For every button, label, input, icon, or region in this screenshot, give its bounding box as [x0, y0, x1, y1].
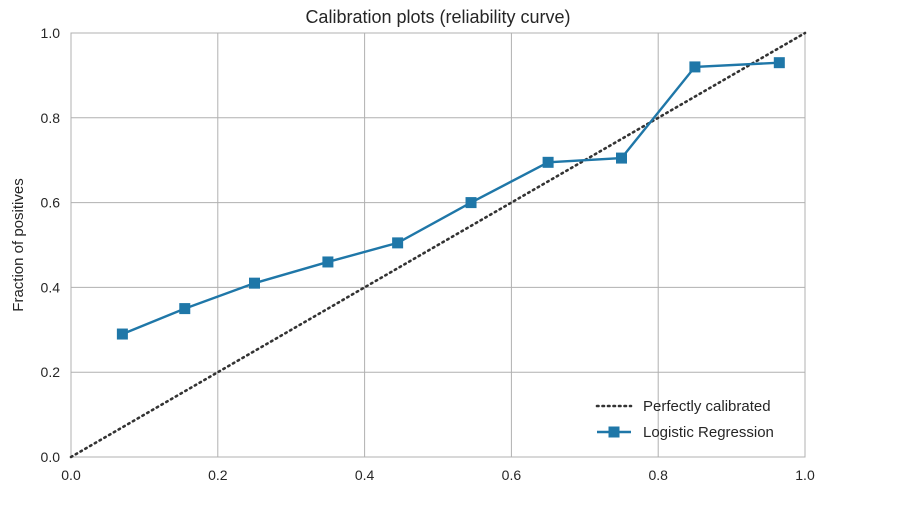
x-tick-label: 0.4 [355, 467, 375, 483]
x-tick-label: 0.0 [61, 467, 81, 483]
legend: Perfectly calibrated Logistic Regression [595, 398, 774, 441]
x-tick-label: 1.0 [795, 467, 815, 483]
x-tick-label: 0.8 [648, 467, 668, 483]
logistic-regression-point [392, 237, 404, 249]
legend-label-logistic-regression: Logistic Regression [643, 424, 774, 441]
logistic-regression-point [616, 152, 627, 164]
logistic-regression-point [116, 328, 128, 340]
y-tick-label: 0.6 [41, 195, 61, 211]
legend-label-perfectly-calibrated: Perfectly calibrated [643, 398, 771, 415]
logistic-regression-point [249, 277, 260, 289]
y-tick-label: 0.0 [41, 449, 61, 465]
series-layer [69, 31, 807, 459]
logistic-regression-point [542, 156, 554, 168]
logistic-regression-point [322, 256, 334, 268]
logistic-regression-point [179, 303, 191, 315]
y-axis-ticks: 0.0 0.2 0.4 0.6 0.8 1.0 [41, 25, 61, 465]
perfectly-calibrated-line [69, 31, 807, 459]
y-tick-label: 1.0 [41, 25, 61, 41]
y-tick-label: 0.2 [41, 364, 61, 380]
x-tick-label: 0.6 [502, 467, 522, 483]
y-tick-label: 0.8 [41, 110, 61, 126]
logistic-regression-point [773, 57, 785, 69]
y-tick-label: 0.4 [41, 279, 61, 295]
grid-lines [71, 33, 805, 457]
legend-marker-logistic-regression [608, 426, 620, 438]
chart-title: Calibration plots (reliability curve) [305, 7, 570, 27]
logistic-regression-line [121, 61, 780, 336]
x-tick-label: 0.2 [208, 467, 228, 483]
x-axis-ticks: 0.0 0.2 0.4 0.6 0.8 1.0 [61, 467, 815, 483]
y-axis-label: Fraction of positives [10, 178, 27, 311]
logistic-regression-point [465, 197, 477, 209]
logistic-regression-point [689, 61, 701, 73]
